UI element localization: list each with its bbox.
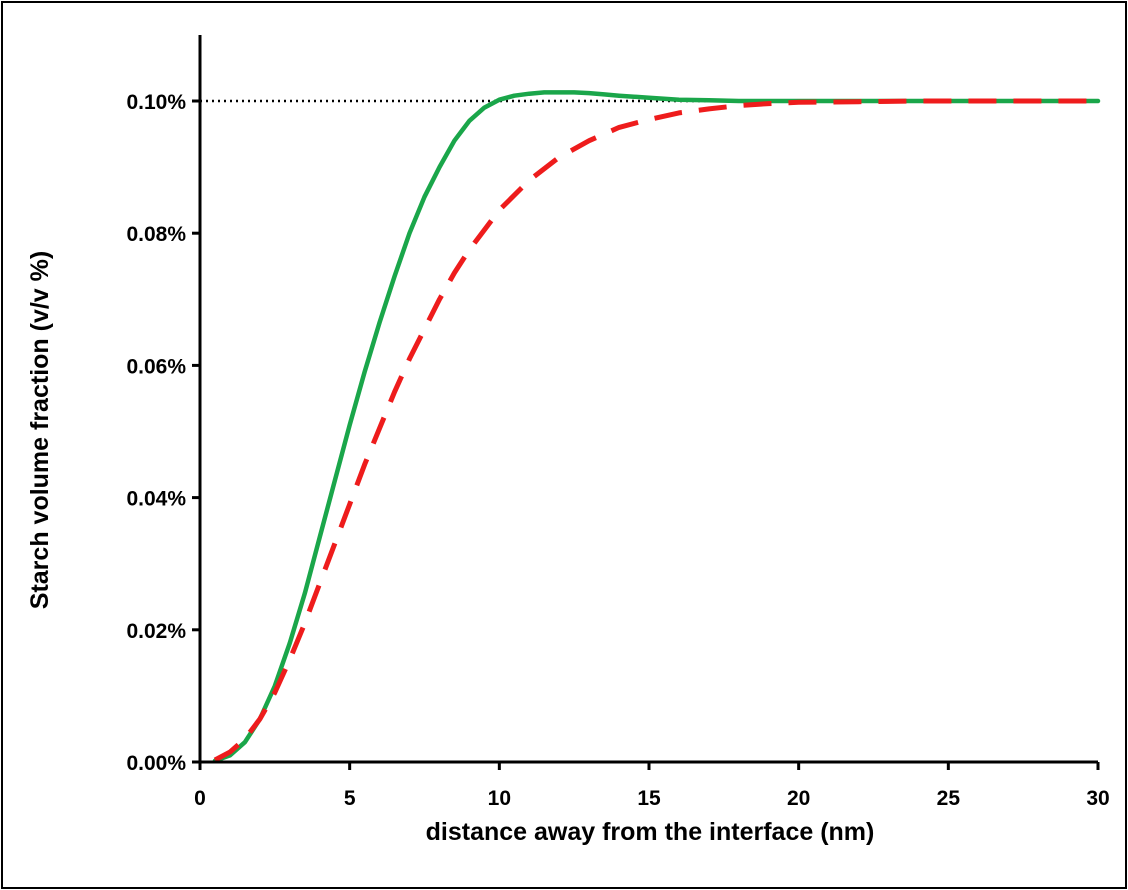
x-tick-label: 25 xyxy=(937,787,961,810)
series-line-1 xyxy=(212,90,1101,763)
y-tick-label: 0.00% xyxy=(126,752,186,775)
y-tick-label: 0.02% xyxy=(126,620,186,643)
x-axis-title: distance away from the interface (nm) xyxy=(426,818,875,846)
x-tick-label: 5 xyxy=(344,787,356,810)
x-tick-label: 30 xyxy=(1086,787,1109,810)
x-tick-label: 0 xyxy=(194,787,206,810)
series-line-2 xyxy=(213,98,1098,763)
y-tick-label: 0.10% xyxy=(126,91,186,114)
x-tick-label: 10 xyxy=(488,787,511,810)
y-tick-label: 0.06% xyxy=(126,355,186,378)
y-axis-title: Starch volume fraction (v/v %) xyxy=(26,251,54,609)
y-tick-label: 0.08% xyxy=(126,223,186,246)
y-tick-label: 0.04% xyxy=(126,488,186,511)
x-tick-label: 15 xyxy=(637,787,661,810)
x-tick-label: 20 xyxy=(787,787,810,810)
